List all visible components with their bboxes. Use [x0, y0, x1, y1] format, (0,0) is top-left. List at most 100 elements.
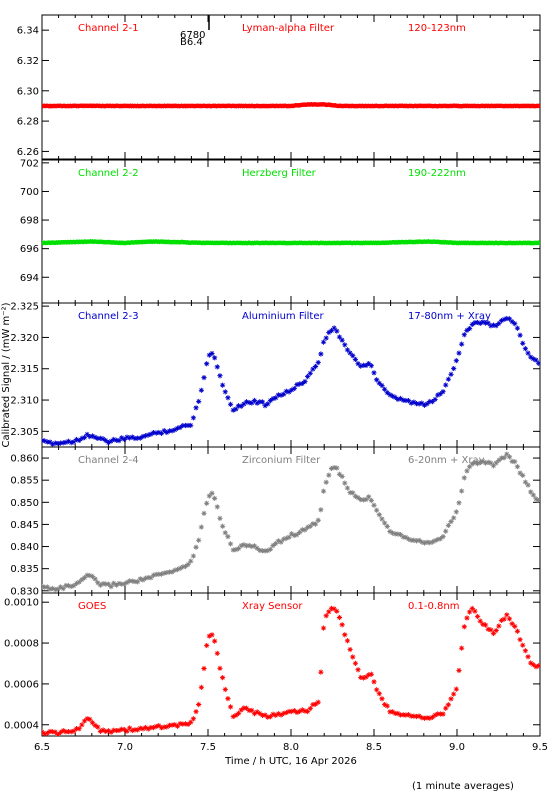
- data-point: [273, 712, 279, 718]
- panel-label: 6-20nm + Xray: [408, 455, 485, 466]
- y-tick-label: 0.0004: [4, 720, 39, 731]
- data-point: [50, 585, 56, 592]
- data-point: [55, 586, 61, 592]
- y-tick-label: 700: [20, 187, 39, 198]
- data-point: [533, 496, 539, 502]
- data-point: [413, 400, 420, 407]
- data-series: [42, 101, 540, 109]
- data-point: [246, 400, 252, 406]
- data-point: [156, 571, 162, 577]
- data-point: [71, 439, 77, 445]
- data-point: [302, 378, 308, 385]
- data-point: [148, 431, 154, 437]
- data-point: [432, 712, 438, 718]
- data-point: [193, 405, 199, 411]
- data-point: [467, 464, 473, 470]
- data-point: [464, 327, 470, 333]
- data-point: [501, 616, 507, 622]
- data-point: [265, 714, 271, 720]
- data-point: [512, 459, 518, 465]
- data-point: [108, 584, 114, 590]
- data-point: [235, 546, 242, 552]
- data-point: [498, 617, 505, 624]
- data-point: [92, 722, 98, 728]
- data-point: [344, 347, 351, 353]
- data-point: [217, 665, 223, 671]
- data-point: [456, 667, 462, 674]
- data-point: [76, 726, 82, 732]
- data-point: [374, 377, 380, 383]
- data-point: [397, 712, 404, 718]
- data-point: [297, 529, 303, 535]
- data-point: [493, 323, 499, 329]
- data-point: [259, 712, 266, 718]
- data-point: [262, 403, 268, 409]
- data-point: [119, 435, 125, 441]
- data-point: [429, 399, 436, 405]
- data-point: [289, 708, 295, 715]
- data-point: [259, 548, 266, 554]
- data-point: [267, 397, 274, 404]
- data-point: [355, 495, 361, 501]
- plot-frame: [41, 302, 541, 448]
- data-point: [352, 660, 359, 666]
- panel-label: 190-222nm: [408, 168, 466, 179]
- data-point: [44, 439, 50, 445]
- data-point: [392, 394, 398, 401]
- data-point: [89, 720, 96, 726]
- data-point: [403, 712, 409, 718]
- data-point: [366, 672, 372, 678]
- data-point: [198, 387, 204, 393]
- data-point: [172, 567, 178, 573]
- y-tick-label: 6.30: [17, 86, 39, 97]
- data-point: [405, 397, 412, 404]
- data-point: [161, 570, 167, 576]
- data-point: [140, 433, 146, 440]
- data-point: [350, 353, 356, 359]
- data-point: [506, 316, 513, 322]
- data-point: [182, 563, 189, 569]
- data-point: [477, 618, 483, 624]
- data-point: [496, 457, 502, 463]
- data-point: [334, 328, 340, 334]
- data-point: [374, 687, 380, 693]
- data-point: [150, 725, 157, 731]
- data-point: [459, 341, 465, 347]
- data-point: [389, 393, 396, 399]
- data-point: [506, 454, 513, 460]
- data-point: [204, 500, 210, 506]
- y-tick-label: 6.34: [17, 26, 39, 37]
- y-tick-label: 6.32: [17, 56, 39, 67]
- data-point: [294, 709, 300, 716]
- data-point: [363, 674, 369, 680]
- data-point: [371, 502, 377, 508]
- data-point: [344, 485, 351, 491]
- data-point: [453, 686, 459, 692]
- data-point: [270, 711, 276, 717]
- plot-frame: [41, 592, 541, 737]
- data-point: [254, 400, 260, 406]
- panel-label: Aluminium Filter: [242, 311, 325, 322]
- y-tick-label: 6.28: [17, 117, 39, 128]
- data-point: [230, 713, 236, 720]
- data-point: [95, 724, 101, 730]
- y-tick-label: 698: [20, 216, 39, 227]
- data-point: [105, 439, 111, 446]
- data-point: [217, 373, 223, 379]
- data-point: [480, 458, 486, 464]
- data-point: [456, 350, 462, 356]
- data-point: [464, 615, 470, 621]
- data-point: [273, 540, 279, 547]
- data-point: [533, 357, 539, 363]
- panel-label: Channel 2-1: [78, 23, 139, 34]
- data-point: [166, 722, 173, 729]
- data-point: [509, 458, 515, 464]
- data-point: [368, 497, 374, 504]
- data-point: [265, 548, 271, 554]
- data-point: [421, 540, 428, 546]
- data-point: [528, 354, 534, 360]
- data-point: [275, 711, 281, 717]
- x-tick-label: 9.5: [532, 742, 548, 753]
- data-point: [328, 328, 335, 334]
- data-point: [42, 584, 48, 590]
